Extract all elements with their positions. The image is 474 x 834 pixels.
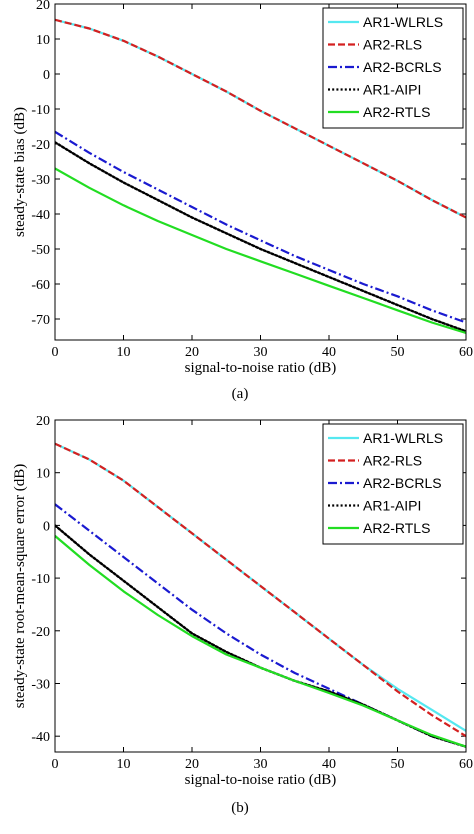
x-tick-label: 0 bbox=[52, 345, 59, 360]
y-tick-label: 0 bbox=[43, 68, 50, 83]
y-tick-label: -20 bbox=[31, 625, 50, 640]
legend-label: AR2-BCRLS bbox=[363, 59, 442, 75]
x-tick-label: 10 bbox=[117, 757, 131, 772]
series-group bbox=[55, 442, 466, 748]
x-tick-label: 20 bbox=[185, 345, 199, 360]
x-tick-label: 60 bbox=[459, 757, 473, 772]
x-tick-label: 10 bbox=[117, 345, 131, 360]
series-line-ar2-rls bbox=[55, 18, 466, 219]
legend-label: AR2-RLS bbox=[363, 453, 422, 469]
series-line-ar2-rls bbox=[55, 442, 466, 738]
y-tick-label: -10 bbox=[31, 572, 50, 587]
legend-label: AR2-RLS bbox=[363, 37, 422, 53]
y-tick-label: 10 bbox=[36, 467, 50, 482]
legend-label: AR2-RTLS bbox=[363, 104, 430, 120]
y-tick-label: -50 bbox=[31, 243, 50, 258]
y-tick-label: -30 bbox=[31, 677, 50, 692]
x-tick-label: 20 bbox=[185, 757, 199, 772]
series-line-ar1-aipi bbox=[55, 524, 466, 748]
x-tick-label: 50 bbox=[391, 345, 405, 360]
y-tick-label: 20 bbox=[36, 414, 50, 429]
plot-frame bbox=[54, 3, 467, 341]
legend-label: AR1-WLRLS bbox=[363, 430, 443, 446]
y-tick-label: -20 bbox=[31, 138, 50, 153]
legend-label: AR2-BCRLS bbox=[363, 475, 442, 491]
figure-caption: (a) bbox=[232, 386, 249, 402]
x-tick-label: 40 bbox=[322, 757, 336, 772]
legend-label: AR1-AIPI bbox=[363, 498, 421, 514]
legend-label: AR1-AIPI bbox=[363, 82, 421, 98]
series-line-ar2-rtls bbox=[55, 167, 466, 335]
y-tick-label: -40 bbox=[31, 730, 50, 745]
y-tick-label: 10 bbox=[36, 33, 50, 48]
y-axis-label: steady-state root-mean-square error (dB) bbox=[12, 464, 28, 708]
legend: AR1-WLRLS AR2-RLS AR2-BCRLS AR1-AIPI AR2-RTL… bbox=[322, 423, 464, 545]
y-tick-label: -60 bbox=[31, 278, 50, 293]
y-axis-label: steady-state bias (dB) bbox=[12, 107, 28, 237]
x-tick-label: 50 bbox=[391, 757, 405, 772]
series-group bbox=[55, 18, 466, 335]
x-tick-label: 40 bbox=[322, 345, 336, 360]
y-tick-label: -30 bbox=[31, 173, 50, 188]
y-tick-label: -10 bbox=[31, 103, 50, 118]
legend-label: AR2-RTLS bbox=[363, 520, 430, 536]
series-line-ar1-aipi bbox=[55, 141, 466, 333]
series-line-ar2-bcrls bbox=[55, 503, 466, 748]
chart-a: 0 10 20 30 40 50 60 20 10 0 -10 -20 -30 -40 -50 -60 -70 s… bbox=[12, 0, 473, 402]
x-tick-label: 0 bbox=[52, 757, 59, 772]
legend: AR1-WLRLS AR2-RLS AR2-BCRLS AR1-AIPI AR2-RTL… bbox=[322, 7, 464, 129]
y-tick-label: 0 bbox=[43, 519, 50, 534]
x-axis-label: signal-to-noise ratio (dB) bbox=[185, 772, 337, 788]
y-tick-label: -40 bbox=[31, 208, 50, 223]
chart-b: 0 10 20 30 40 50 60 20 10 0 -10 -20 -30 -40 signal-to-… bbox=[12, 414, 473, 816]
x-tick-label: 30 bbox=[254, 757, 268, 772]
y-tick-label: 20 bbox=[36, 0, 50, 13]
x-axis-label: signal-to-noise ratio (dB) bbox=[185, 360, 337, 376]
series-line-ar2-bcrls bbox=[55, 130, 466, 324]
series-line-ar2-rtls bbox=[55, 535, 466, 748]
figure-caption: (b) bbox=[231, 800, 249, 816]
x-tick-label: 30 bbox=[254, 345, 268, 360]
y-tick-label: -70 bbox=[31, 313, 50, 328]
legend-label: AR1-WLRLS bbox=[363, 14, 443, 30]
plot-frame bbox=[54, 419, 467, 753]
x-tick-label: 60 bbox=[459, 345, 473, 360]
